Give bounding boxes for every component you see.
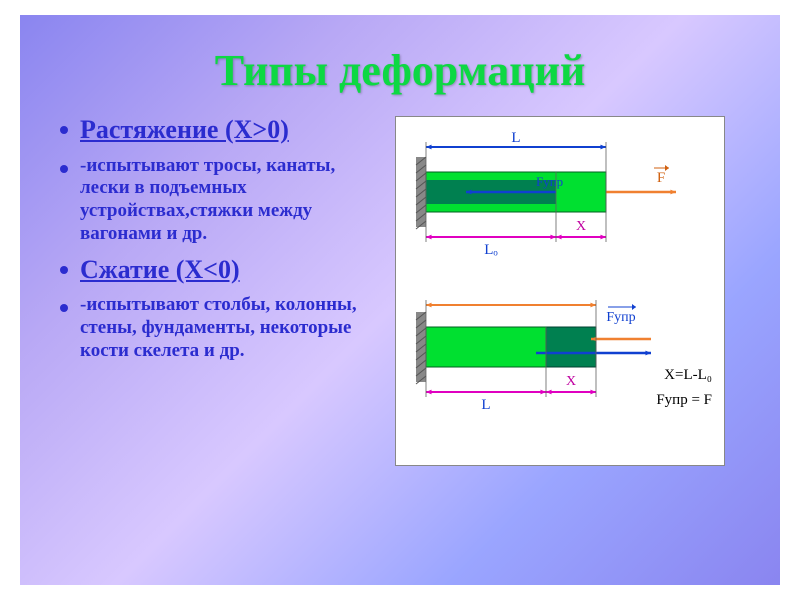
svg-text:X: X [566,374,576,389]
list-item: Сжатие (Х<0) [60,256,360,285]
bullet-list: Растяжение (Х>0) -испытывают тросы, кана… [60,116,360,466]
bullet-dot-icon [60,304,68,312]
bullet-dot-icon [60,126,68,134]
formula-eq1: X=L-L₀ [664,367,712,384]
list-item: -испытывают тросы, канаты, лески в подъе… [60,155,360,246]
bullet-dot-icon [60,266,68,274]
list-item: Растяжение (Х>0) [60,116,360,145]
svg-text:L: L [511,130,520,146]
slide-title: Типы деформаций [60,45,740,96]
svg-text:Fупр: Fупр [536,174,563,189]
bullet-body: -испытывают столбы, колонны, стены, фунд… [80,294,360,362]
bullet-heading: Растяжение (Х>0) [80,116,289,145]
svg-text:Fупр: Fупр [606,310,635,325]
list-item: -испытывают столбы, колонны, стены, фунд… [60,294,360,362]
bullet-heading: Сжатие (Х<0) [80,256,240,285]
svg-text:F: F [657,170,665,186]
svg-text:Lₒ: Lₒ [484,242,498,258]
bullet-body: -испытывают тросы, канаты, лески в подъе… [80,155,360,246]
deformation-diagram: L F Fупр Lₒ X Fупр L X X=L-L₀ Fупр = F [395,116,725,466]
svg-text:L: L [481,397,490,413]
svg-text:X: X [576,219,586,234]
bullet-dot-icon [60,165,68,173]
formula-eq2: Fупр = F [656,392,712,409]
